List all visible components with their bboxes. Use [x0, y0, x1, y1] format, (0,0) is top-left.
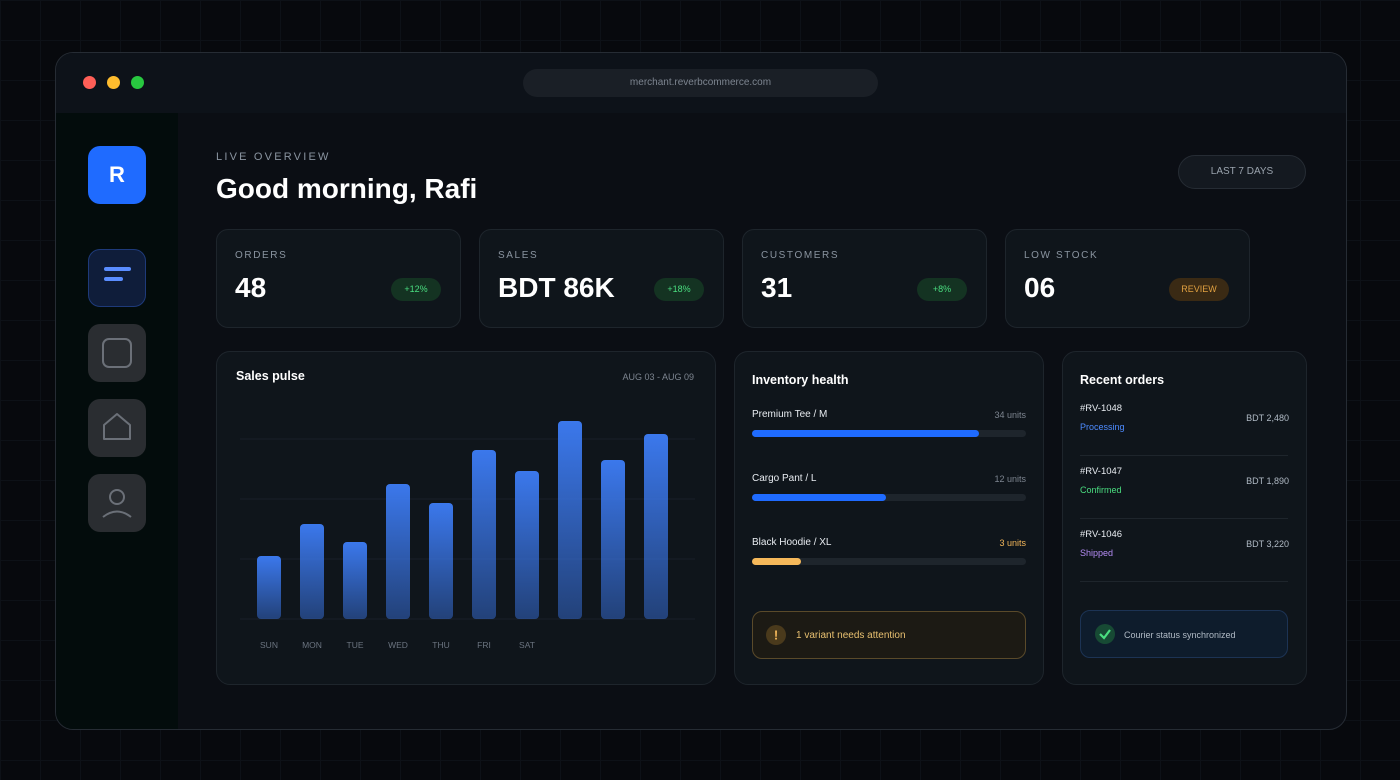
- kpi-badge: +8%: [917, 278, 967, 301]
- eyebrow: LIVE OVERVIEW: [216, 151, 331, 163]
- greeting: Good morning, Rafi: [216, 173, 478, 204]
- kpi-label: CUSTOMERS: [761, 250, 840, 261]
- bar: [343, 542, 367, 619]
- url-bar[interactable]: merchant.reverbcommerce.com: [523, 69, 878, 97]
- item-stock: 3 units: [999, 538, 1026, 548]
- bar: [601, 460, 625, 619]
- x-tick-label: THU: [432, 640, 449, 650]
- review-button[interactable]: REVIEW: [1169, 278, 1229, 301]
- panel-title: Recent orders: [1080, 373, 1165, 387]
- order-status: Processing: [1080, 422, 1125, 432]
- x-tick-label: MON: [302, 640, 322, 650]
- bar: [558, 421, 582, 619]
- browser-window: merchant.reverbcommerce.com R LIVE OVERV…: [55, 52, 1347, 730]
- x-tick-label: TUE: [347, 640, 364, 650]
- nav-dashboard[interactable]: [88, 249, 146, 307]
- sync-box: Courier status synchronized: [1080, 610, 1288, 658]
- square-icon: [102, 338, 132, 368]
- home-icon: [103, 413, 131, 440]
- x-tick-label: FRI: [477, 640, 491, 650]
- chart-title: Sales pulse: [236, 369, 305, 383]
- kpi-label: LOW STOCK: [1024, 250, 1099, 261]
- chart: Sales pulse AUG 03 - AUG 09 SUN MON TUE WED…: [236, 369, 695, 650]
- item-name: Black Hoodie / XL: [752, 537, 832, 548]
- stock-track: [752, 494, 1026, 501]
- order-status: Shipped: [1080, 548, 1114, 558]
- x-tick-label: WED: [388, 640, 408, 650]
- close-button[interactable]: [83, 76, 96, 89]
- stock-track: [752, 558, 1026, 565]
- kpi-value: 06: [1024, 272, 1056, 303]
- item-name: Premium Tee / M: [752, 409, 828, 420]
- bar: [644, 434, 668, 619]
- separator: [1080, 455, 1288, 456]
- stock-track: [752, 430, 1026, 437]
- item-stock: 12 units: [994, 474, 1026, 484]
- kpi-card: SALES BDT 86K +18%: [479, 229, 724, 328]
- bar: [472, 450, 496, 619]
- bar: [300, 524, 324, 619]
- kpi-card: LOW STOCK 06 REVIEW: [1005, 229, 1250, 328]
- kpi-value: 31: [761, 272, 793, 303]
- kpi-badge: +12%: [391, 278, 441, 301]
- bar: [386, 484, 410, 619]
- x-tick-label: SAT: [519, 640, 535, 650]
- maximize-button[interactable]: [131, 76, 144, 89]
- nav-store[interactable]: [88, 399, 146, 457]
- kpi-card: CUSTOMERS 31 +8%: [742, 229, 987, 328]
- x-tick-label: SUN: [260, 640, 278, 650]
- bar: [429, 503, 453, 619]
- kpi-label: SALES: [498, 250, 539, 261]
- order-amount: BDT 3,220: [1246, 539, 1289, 549]
- stock-fill: [752, 558, 802, 565]
- separator: [1080, 581, 1288, 582]
- order-amount: BDT 1,890: [1246, 476, 1289, 486]
- order-status: Confirmed: [1080, 485, 1122, 495]
- check-icon: [1095, 624, 1115, 644]
- kpi-value: BDT 86K: [498, 272, 615, 303]
- order-id: #RV-1047: [1080, 466, 1123, 477]
- chart-subtitle: AUG 03 - AUG 09: [622, 372, 694, 382]
- stock-fill: [752, 430, 980, 437]
- alert-text: 1 variant needs attention: [796, 630, 906, 641]
- kpi-label: ORDERS: [235, 250, 288, 261]
- svg-text:!: !: [774, 628, 778, 643]
- alert-box[interactable]: ! 1 variant needs attention: [752, 611, 1026, 659]
- bar: [515, 471, 539, 619]
- stock-fill: [752, 494, 887, 501]
- sync-text: Courier status synchronized: [1124, 630, 1236, 640]
- kpi-value: 48: [235, 272, 267, 303]
- user-icon: [102, 489, 132, 518]
- menu-icon: [104, 267, 131, 281]
- nav-products[interactable]: [88, 324, 146, 382]
- order-id: #RV-1048: [1080, 403, 1123, 414]
- separator: [1080, 518, 1288, 519]
- sales-panel: Sales pulse AUG 03 - AUG 09 SUN MON TUE WED…: [216, 351, 716, 685]
- item-stock: 34 units: [994, 410, 1026, 420]
- logo[interactable]: R: [88, 146, 146, 204]
- kpi-card: ORDERS 48 +12%: [216, 229, 461, 328]
- kpi-badge: +18%: [654, 278, 704, 301]
- minimize-button[interactable]: [107, 76, 120, 89]
- inventory-panel: Inventory health Premium Tee / M 34 units…: [734, 351, 1044, 685]
- nav-customers[interactable]: [88, 474, 146, 532]
- order-id: #RV-1046: [1080, 529, 1123, 540]
- warning-icon: !: [766, 625, 786, 645]
- panel-title: Inventory health: [752, 373, 849, 387]
- bar: [257, 556, 281, 619]
- item-name: Cargo Pant / L: [752, 473, 817, 484]
- range-button[interactable]: LAST 7 DAYS: [1178, 155, 1306, 189]
- orders-panel: Recent orders #RV-1048 Processing BDT 2,48…: [1062, 351, 1307, 685]
- order-amount: BDT 2,480: [1246, 413, 1289, 423]
- title-bar: merchant.reverbcommerce.com: [56, 53, 1346, 113]
